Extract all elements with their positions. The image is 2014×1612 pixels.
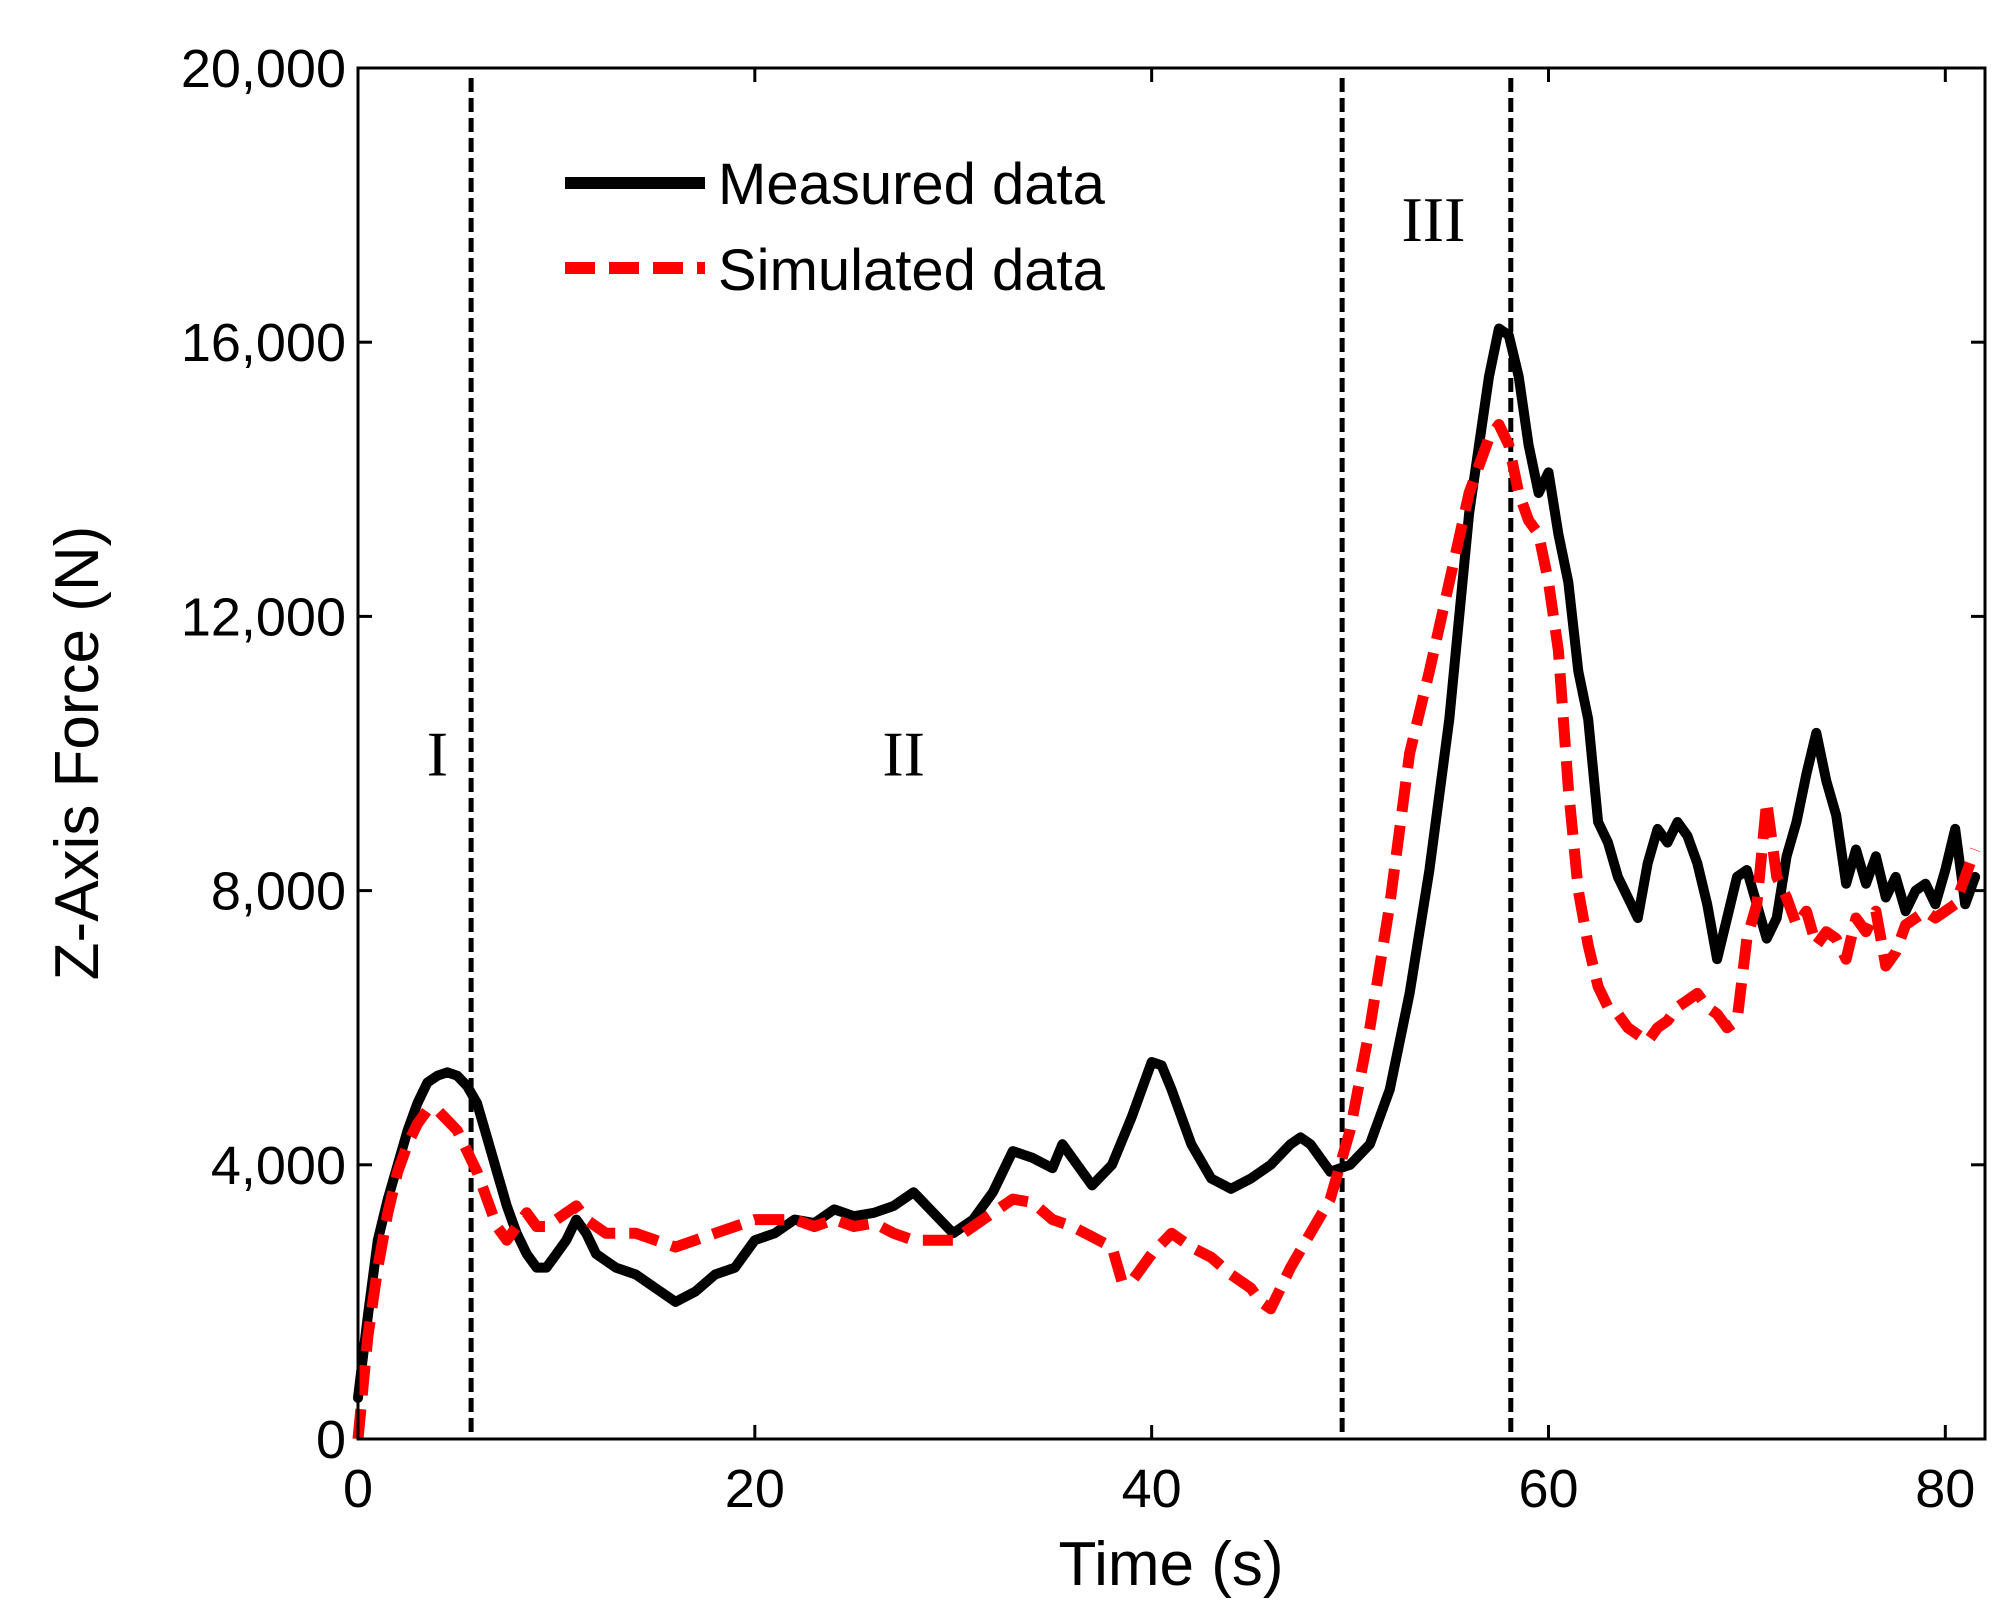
y-tick-label: 0	[316, 1410, 346, 1470]
legend-label-simulated: Simulated data	[718, 238, 1106, 303]
x-tick-label: 40	[1122, 1459, 1182, 1519]
series-line-1	[353, 323, 1981, 1403]
y-axis-label: Z-Axis Force (N)	[43, 526, 112, 981]
y-tick-label: 12,000	[181, 587, 346, 647]
y-tick-label: 4,000	[211, 1136, 346, 1196]
axis-ticks: 0 20 40 60 80 0 4,000 8,000 12,000 16,000 20,000	[181, 39, 1985, 1519]
legend-label-measured: Measured data	[718, 152, 1106, 217]
x-tick-label: 60	[1518, 1459, 1578, 1519]
plot-area	[358, 68, 1985, 1439]
x-tick-label: 20	[725, 1459, 785, 1519]
plot-frame	[356, 66, 1987, 1441]
x-tick-label: 0	[343, 1459, 373, 1519]
region-label-3: III	[1401, 184, 1465, 255]
x-tick-label: 80	[1915, 1459, 1975, 1519]
y-tick-label: 16,000	[181, 313, 346, 373]
legend: Measured data Simulated data	[565, 152, 1106, 303]
region-dividers	[468, 78, 1514, 1439]
series-group	[352, 323, 1981, 1440]
series-line-2	[352, 419, 1981, 1440]
x-axis-label: Time (s)	[1059, 1530, 1284, 1599]
y-tick-label: 20,000	[181, 39, 346, 99]
region-label-2: II	[882, 719, 925, 790]
region-label-1: I	[427, 719, 448, 790]
y-tick-label: 8,000	[211, 862, 346, 922]
